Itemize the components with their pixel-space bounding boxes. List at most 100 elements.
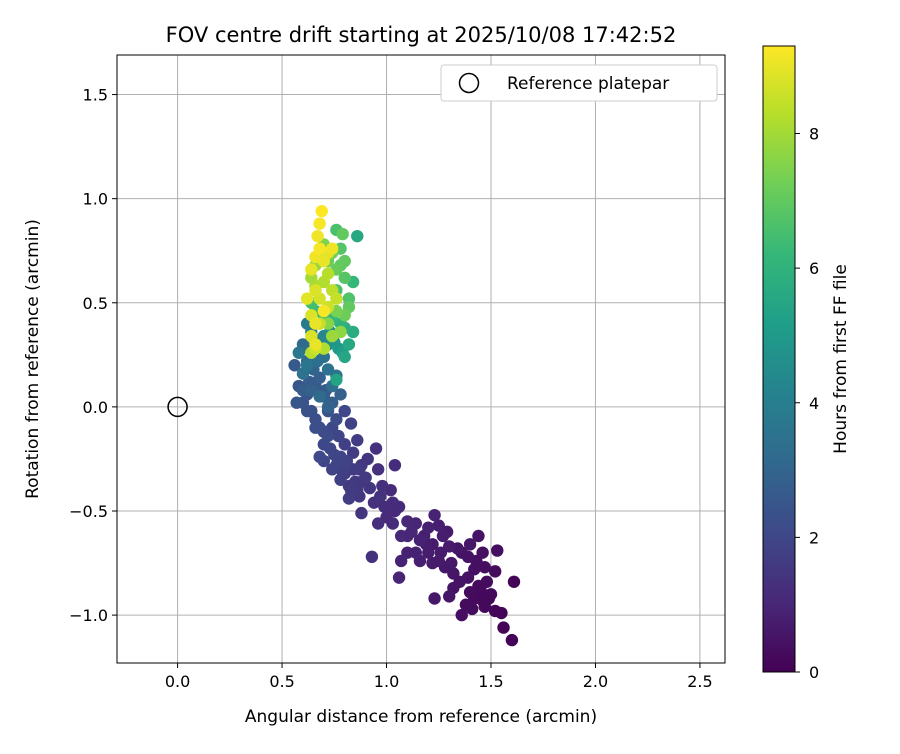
y-tick-label: 1.5 xyxy=(83,86,108,105)
x-tick-label: 1.0 xyxy=(374,672,399,691)
data-point xyxy=(330,413,343,426)
data-point xyxy=(413,533,427,547)
data-point xyxy=(371,517,385,530)
legend-marker-reference xyxy=(458,72,480,94)
data-point xyxy=(338,271,351,284)
data-point xyxy=(401,515,414,528)
data-point xyxy=(321,429,335,443)
y-axis-label: Rotation from reference (arcmin) xyxy=(23,219,43,499)
data-point xyxy=(342,338,356,351)
data-point xyxy=(426,556,439,570)
x-tick-label: 1.5 xyxy=(478,672,503,691)
data-point xyxy=(394,529,408,543)
colorbar: 0 2 4 6 8 xyxy=(762,45,819,682)
data-point xyxy=(374,490,387,503)
data-point xyxy=(321,267,335,280)
data-point xyxy=(436,529,450,543)
data-point xyxy=(405,525,418,539)
legend-label-reference: Reference platepar xyxy=(507,74,669,94)
colorbar-tick-label: 4 xyxy=(809,394,819,413)
data-point xyxy=(394,554,408,568)
data-point xyxy=(313,217,326,230)
data-point xyxy=(369,442,383,455)
data-point xyxy=(315,204,328,218)
data-point xyxy=(443,540,456,553)
colorbar-tick-label: 8 xyxy=(809,125,819,144)
data-point xyxy=(309,317,322,330)
data-point xyxy=(484,588,498,601)
x-tick-label: 0.5 xyxy=(269,672,294,691)
data-point xyxy=(497,621,510,634)
data-point xyxy=(313,242,326,255)
chart-title: FOV centre drift starting at 2025/10/08 … xyxy=(166,23,677,47)
scatter-points xyxy=(288,204,521,647)
data-point xyxy=(326,329,339,343)
x-tick-label: 2.5 xyxy=(687,672,712,691)
data-point xyxy=(330,292,343,305)
data-point xyxy=(392,571,406,584)
data-point xyxy=(432,519,445,532)
data-point xyxy=(478,600,491,613)
data-point xyxy=(505,633,519,647)
data-point xyxy=(336,227,349,241)
data-point xyxy=(326,242,339,255)
x-tick-label: 2.0 xyxy=(583,672,608,691)
data-point xyxy=(334,388,347,401)
data-point xyxy=(376,479,389,493)
data-point xyxy=(491,544,504,557)
colorbar-tick-label: 6 xyxy=(809,259,819,278)
colorbar-label: Hours from first FF file xyxy=(831,264,851,454)
plot-frame xyxy=(116,54,726,664)
data-point xyxy=(443,590,456,603)
data-point xyxy=(371,463,385,476)
data-point xyxy=(290,396,303,409)
plot-area: 0.0 0.5 1.0 1.5 2.0 2.5 −1.0 −0.5 0.0 0.5 1.0 1.5 xyxy=(69,54,726,691)
data-point xyxy=(313,390,326,403)
data-point xyxy=(428,508,441,522)
data-point xyxy=(309,338,322,351)
data-point xyxy=(338,350,351,364)
data-point xyxy=(386,496,399,509)
data-point xyxy=(305,263,318,276)
y-tick-label: 0.5 xyxy=(83,294,108,313)
data-point xyxy=(388,458,402,472)
y-tick-label: −1.0 xyxy=(69,606,108,625)
data-point xyxy=(455,608,468,622)
data-point xyxy=(288,359,301,372)
data-point xyxy=(488,604,502,618)
data-point xyxy=(317,304,331,318)
data-point xyxy=(309,421,322,434)
data-point xyxy=(300,359,314,372)
colorbar-strip xyxy=(762,45,796,673)
colorbar-tick-label: 2 xyxy=(809,528,819,547)
data-point xyxy=(338,254,351,268)
data-point xyxy=(326,463,339,476)
data-point xyxy=(321,400,335,414)
data-point xyxy=(488,565,502,578)
data-point xyxy=(309,284,322,297)
data-point xyxy=(344,417,358,430)
legend-frame xyxy=(440,64,718,102)
data-point xyxy=(507,575,521,588)
data-point xyxy=(351,434,364,447)
data-point xyxy=(472,529,485,543)
data-point xyxy=(422,546,435,559)
data-point xyxy=(355,506,368,520)
data-point xyxy=(365,550,379,564)
reference-platepar-marker xyxy=(167,396,188,418)
y-tick-label: −0.5 xyxy=(69,502,108,521)
y-tick-label: 0.0 xyxy=(83,398,108,417)
data-point xyxy=(292,346,305,359)
data-point xyxy=(300,292,314,305)
x-tick-label: 0.0 xyxy=(165,672,190,691)
data-point xyxy=(351,229,364,243)
data-point xyxy=(330,373,343,387)
data-point xyxy=(428,592,441,605)
x-axis-label: Angular distance from reference (arcmin) xyxy=(245,707,597,727)
data-point xyxy=(311,229,324,243)
y-tick-label: 1.0 xyxy=(83,190,108,209)
data-point xyxy=(338,404,351,418)
data-point xyxy=(480,575,494,588)
